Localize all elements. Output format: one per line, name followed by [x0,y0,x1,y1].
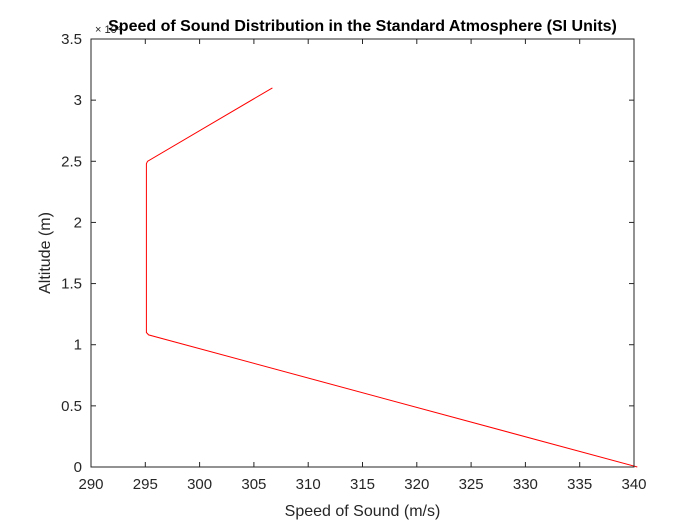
x-tick-label: 310 [296,476,321,493]
x-tick-label: 305 [241,476,266,493]
x-tick-label: 315 [350,476,375,493]
y-axis-multiplier: × 10⁴ [95,24,122,36]
chart-title: Speed of Sound Distribution in the Stand… [108,18,617,35]
y-axis-ticks: 0 0.5 1 1.5 2 2.5 3 3.5 [61,31,634,476]
x-tick-label: 325 [459,476,484,493]
x-tick-label: 295 [133,476,158,493]
x-tick-label: 340 [621,476,646,493]
y-tick-label: 0.5 [61,398,82,415]
x-tick-label: 335 [567,476,592,493]
x-tick-label: 290 [78,476,103,493]
series-layer [145,87,638,468]
y-axis-label: Altitude (m) [37,212,54,294]
y-tick-label: 1.5 [61,276,82,293]
x-tick-label: 300 [187,476,212,493]
x-tick-label: 320 [404,476,429,493]
y-tick-label: 2 [74,214,82,231]
y-tick-label: 0 [74,459,82,476]
y-tick-label: 3 [74,92,82,109]
x-axis-ticks: 290 295 300 305 310 315 320 325 330 335 340 [78,39,647,493]
series-line [145,87,638,468]
x-tick-label: 330 [513,476,538,493]
y-tick-label: 3.5 [61,31,82,48]
y-tick-label: 1 [74,337,82,354]
y-tick-label: 2.5 [61,153,82,170]
plot-area [91,39,634,467]
x-axis-label: Speed of Sound (m/s) [285,503,441,520]
